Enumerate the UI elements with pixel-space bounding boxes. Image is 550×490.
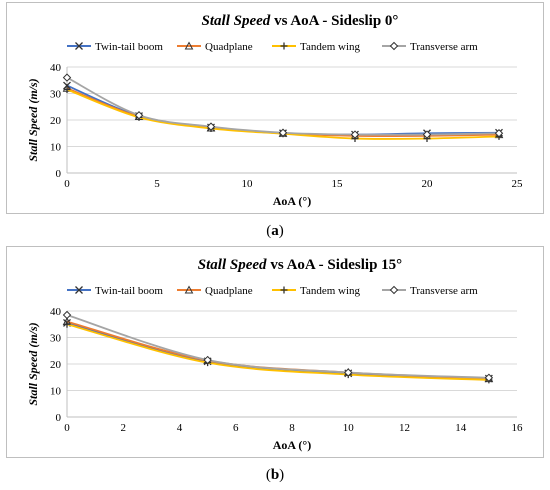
- y-tick-label: 0: [56, 412, 62, 424]
- chart-legend: Twin-tail boom Quadplane Tandem wing Transv…: [67, 41, 478, 53]
- legend-item: Transverse arm: [382, 285, 478, 297]
- x-axis-label: AoA (°): [273, 438, 311, 452]
- y-tick-label: 30: [50, 333, 62, 345]
- series-line: [66, 84, 500, 136]
- y-tick-label: 40: [50, 62, 62, 74]
- chart-title-rest: vs AoA - Sideslip 15°: [267, 257, 403, 273]
- x-tick-label: 8: [289, 422, 295, 434]
- legend-marker-diamond: [389, 285, 399, 295]
- x-tick-label: 25: [512, 178, 524, 190]
- legend-label: Quadplane: [205, 41, 253, 53]
- x-tick-label: 20: [422, 178, 434, 190]
- data-point-diamond: [134, 111, 144, 120]
- series-tandem-wing: [63, 320, 493, 384]
- legend-item: Transverse arm: [382, 41, 478, 53]
- caption-b-open: (: [265, 467, 271, 483]
- series-line: [66, 323, 489, 381]
- y-tick-label: 0: [56, 168, 62, 180]
- chart-title-italic: Stall Speed: [198, 257, 267, 273]
- legend-marker-plus: [280, 286, 288, 294]
- legend-label: Tandem wing: [300, 285, 361, 297]
- chart-legend: Twin-tail boom Quadplane Tandem wing Transv…: [67, 285, 478, 297]
- legend-item: Tandem wing: [272, 285, 361, 297]
- y-tick-label: 10: [50, 386, 62, 398]
- series-transverse-arm: [62, 73, 504, 139]
- data-point-diamond: [484, 373, 494, 382]
- caption-a-open: (: [266, 223, 272, 239]
- x-tick-label: 0: [64, 178, 70, 190]
- series-line: [66, 314, 489, 379]
- chart-a-svg: Stall Speed vs AoA - Sideslip 0° Twin-tai…: [26, 13, 524, 208]
- chart-panel-a: Stall Speed vs AoA - Sideslip 0° Twin-tai…: [6, 2, 544, 214]
- x-tick-label: 16: [512, 422, 524, 434]
- x-tick-label: 14: [455, 422, 467, 434]
- series-line: [66, 76, 500, 136]
- data-point-diamond: [494, 129, 504, 138]
- legend-label: Transverse arm: [410, 41, 478, 53]
- legend-marker-triangle: [184, 285, 194, 294]
- legend-label: Tandem wing: [300, 41, 361, 53]
- caption-b: (b): [0, 467, 550, 484]
- legend-label: Quadplane: [205, 285, 253, 297]
- chart-title-rest: vs AoA - Sideslip 0°: [270, 13, 398, 29]
- x-tick-label: 12: [399, 422, 410, 434]
- legend-item: Twin-tail boom: [67, 285, 163, 297]
- y-tick-label: 20: [50, 115, 62, 127]
- data-point-diamond: [203, 355, 212, 365]
- caption-b-letter: b: [270, 467, 280, 483]
- x-axis-label: AoA (°): [273, 194, 311, 208]
- series-twin-tail-boom: [63, 318, 493, 383]
- x-tick-label: 6: [233, 422, 239, 434]
- x-tick-label: 0: [64, 422, 70, 434]
- series-quadplane: [62, 317, 494, 383]
- x-tick-label: 10: [343, 422, 355, 434]
- legend-item: Tandem wing: [272, 41, 361, 53]
- data-point-diamond: [350, 130, 360, 139]
- legend-label: Twin-tail boom: [95, 285, 163, 297]
- data-point-plus: [63, 86, 71, 94]
- x-tick-label: 2: [121, 422, 127, 434]
- legend-marker-plus: [280, 42, 288, 50]
- y-axis-label: Stall Speed (m/s): [26, 78, 40, 161]
- data-point-diamond: [422, 130, 432, 139]
- data-point-diamond: [344, 368, 353, 377]
- legend-item: Quadplane: [177, 285, 253, 297]
- chart-title: Stall Speed vs AoA - Sideslip 0°: [202, 13, 399, 29]
- y-axis-label: Stall Speed (m/s): [26, 322, 40, 405]
- x-tick-label: 10: [242, 178, 254, 190]
- chart-panel-b: Stall Speed vs AoA - Sideslip 15° Twin-ta…: [6, 246, 544, 458]
- caption-a-close: ): [278, 223, 284, 239]
- legend-marker-x: [75, 286, 83, 294]
- data-point-diamond: [206, 122, 216, 131]
- legend-label: Transverse arm: [410, 285, 478, 297]
- y-tick-label: 40: [50, 306, 62, 318]
- y-tick-label: 30: [50, 89, 62, 101]
- y-tick-label: 20: [50, 359, 62, 371]
- y-tick-label: 10: [50, 142, 62, 154]
- legend-label: Twin-tail boom: [95, 41, 163, 53]
- x-tick-label: 15: [332, 178, 344, 190]
- chart-title-italic: Stall Speed: [202, 13, 271, 29]
- caption-a: (a): [0, 223, 550, 240]
- caption-a-letter: a: [271, 223, 279, 239]
- x-tick-label: 4: [177, 422, 183, 434]
- data-point-diamond: [278, 128, 288, 137]
- chart-b-svg: Stall Speed vs AoA - Sideslip 15° Twin-ta…: [26, 257, 524, 452]
- caption-b-close: ): [279, 467, 285, 483]
- legend-marker-diamond: [389, 41, 399, 51]
- x-tick-label: 5: [154, 178, 160, 190]
- data-point-diamond: [62, 73, 72, 82]
- data-point-diamond: [62, 310, 72, 320]
- data-point-plus: [63, 320, 71, 328]
- chart-title: Stall Speed vs AoA - Sideslip 15°: [198, 257, 402, 273]
- legend-item: Twin-tail boom: [67, 41, 163, 53]
- series-transverse-arm: [62, 310, 494, 382]
- legend-item: Quadplane: [177, 41, 253, 53]
- legend-marker-x: [75, 42, 83, 50]
- legend-marker-triangle: [184, 41, 194, 50]
